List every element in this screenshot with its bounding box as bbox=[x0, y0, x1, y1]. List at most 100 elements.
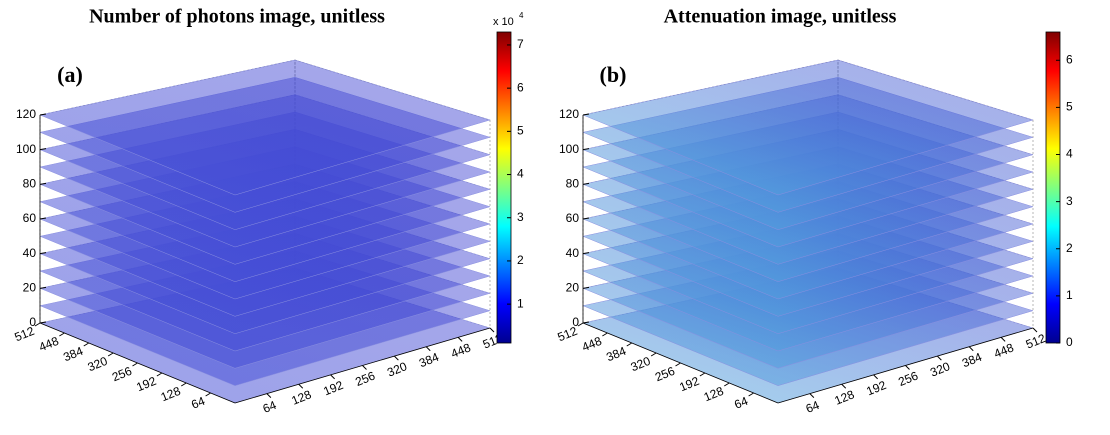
z-tick bbox=[582, 252, 590, 255]
x-tick bbox=[937, 355, 942, 361]
colorbar-tick-label: 3 bbox=[517, 210, 524, 224]
y-tick bbox=[83, 342, 90, 347]
y-tick-label: 64 bbox=[732, 394, 750, 412]
colorbar-tick-label: 4 bbox=[517, 167, 524, 181]
y-tick bbox=[723, 382, 730, 387]
colorbar-tick-label: 5 bbox=[1066, 100, 1073, 114]
panel-label: (b) bbox=[600, 62, 627, 87]
x-tick bbox=[394, 355, 399, 361]
z-tick-label: 0 bbox=[29, 315, 36, 329]
x-tick-label: 448 bbox=[449, 340, 473, 361]
y-tick bbox=[699, 372, 706, 377]
colorbar-tick-label: 4 bbox=[1066, 147, 1073, 161]
x-tick bbox=[968, 346, 974, 352]
y-tick-label: 256 bbox=[653, 364, 677, 385]
colorbar-tick-label: 6 bbox=[517, 80, 524, 94]
y-tick-label: 384 bbox=[604, 344, 628, 365]
x-tick bbox=[457, 337, 463, 342]
y-tick-label: 192 bbox=[134, 374, 158, 395]
z-tick bbox=[582, 182, 590, 185]
panel-label: (a) bbox=[57, 62, 83, 87]
z-tick bbox=[39, 321, 47, 324]
x-tick bbox=[1000, 337, 1006, 342]
colorbar bbox=[496, 31, 512, 344]
x-tick-label: 64 bbox=[261, 398, 279, 416]
x-tick-label: 64 bbox=[804, 398, 822, 416]
y-tick-label: 448 bbox=[37, 334, 61, 355]
x-tick-label: 448 bbox=[992, 340, 1016, 361]
colorbar-tick-label: 0 bbox=[1066, 335, 1073, 349]
x-tick bbox=[1032, 327, 1038, 333]
z-tick bbox=[582, 148, 590, 151]
x-tick bbox=[905, 365, 910, 370]
x-tick bbox=[841, 383, 847, 389]
x-tick bbox=[298, 383, 304, 389]
x-tick-label: 192 bbox=[321, 378, 345, 399]
z-tick bbox=[39, 113, 47, 116]
y-tick bbox=[602, 332, 608, 337]
z-tick bbox=[39, 252, 47, 255]
y-tick-label: 128 bbox=[159, 384, 183, 405]
y-tick-label: 256 bbox=[110, 364, 134, 385]
y-tick-label: 384 bbox=[61, 344, 85, 365]
z-tick-label: 100 bbox=[16, 142, 36, 156]
z-tick bbox=[39, 217, 47, 220]
y-tick-label: 448 bbox=[580, 334, 604, 355]
x-tick bbox=[425, 346, 431, 352]
z-tick-label: 40 bbox=[23, 246, 37, 260]
z-tick-label: 120 bbox=[559, 107, 579, 121]
y-tick-label: 192 bbox=[677, 374, 701, 395]
x-tick-label: 320 bbox=[385, 359, 409, 380]
colorbar-tick-label: 2 bbox=[517, 253, 524, 267]
z-tick bbox=[582, 217, 590, 220]
y-tick bbox=[156, 372, 163, 377]
y-tick bbox=[748, 392, 754, 397]
colorbar-tick-label: 2 bbox=[1066, 241, 1073, 255]
colorbar bbox=[1045, 31, 1061, 344]
chart-title: Number of photons image, unitless bbox=[89, 6, 385, 28]
z-tick bbox=[39, 182, 47, 185]
z-tick bbox=[39, 286, 47, 289]
y-tick bbox=[132, 362, 138, 367]
slice bbox=[39, 59, 491, 196]
x-tick bbox=[809, 393, 815, 398]
x-tick-label: 128 bbox=[833, 387, 857, 408]
z-tick bbox=[39, 148, 47, 151]
z-tick-label: 20 bbox=[566, 281, 580, 295]
z-tick-label: 60 bbox=[566, 211, 580, 225]
y-tick bbox=[59, 332, 65, 337]
x-tick bbox=[873, 374, 878, 380]
y-tick bbox=[34, 322, 41, 327]
colorbar-tick-label: 6 bbox=[1066, 52, 1073, 66]
y-tick bbox=[626, 342, 633, 347]
colorbar-tick-label: 3 bbox=[1066, 194, 1073, 208]
x-tick-label: 320 bbox=[928, 359, 952, 380]
z-tick-label: 80 bbox=[23, 177, 37, 191]
x-tick bbox=[362, 365, 367, 370]
chart-title: Attenuation image, unitless bbox=[664, 6, 897, 28]
z-tick-label: 100 bbox=[559, 142, 579, 156]
colorbar-tick-label: 5 bbox=[517, 124, 524, 138]
z-tick bbox=[582, 286, 590, 289]
z-tick-label: 40 bbox=[566, 246, 580, 260]
z-tick bbox=[582, 321, 590, 324]
colorbar-tick-label: 7 bbox=[517, 37, 524, 51]
y-tick bbox=[107, 352, 114, 357]
z-tick-label: 120 bbox=[16, 107, 36, 121]
x-tick-label: 384 bbox=[960, 350, 984, 371]
y-tick bbox=[675, 362, 681, 367]
z-tick bbox=[582, 113, 590, 116]
z-tick-label: 80 bbox=[566, 177, 580, 191]
y-tick bbox=[205, 392, 211, 397]
colorbar-multiplier: x 10 bbox=[493, 16, 514, 28]
z-tick-label: 20 bbox=[23, 281, 37, 295]
x-tick bbox=[330, 374, 335, 380]
x-tick-label: 256 bbox=[353, 368, 377, 389]
x-tick-label: 512 bbox=[1024, 331, 1048, 352]
y-tick-label: 64 bbox=[189, 394, 207, 412]
colorbar-tick-label: 1 bbox=[1066, 288, 1073, 302]
y-tick bbox=[577, 322, 584, 327]
colorbar-tick-label: 1 bbox=[517, 296, 524, 310]
x-tick-label: 128 bbox=[290, 387, 314, 408]
